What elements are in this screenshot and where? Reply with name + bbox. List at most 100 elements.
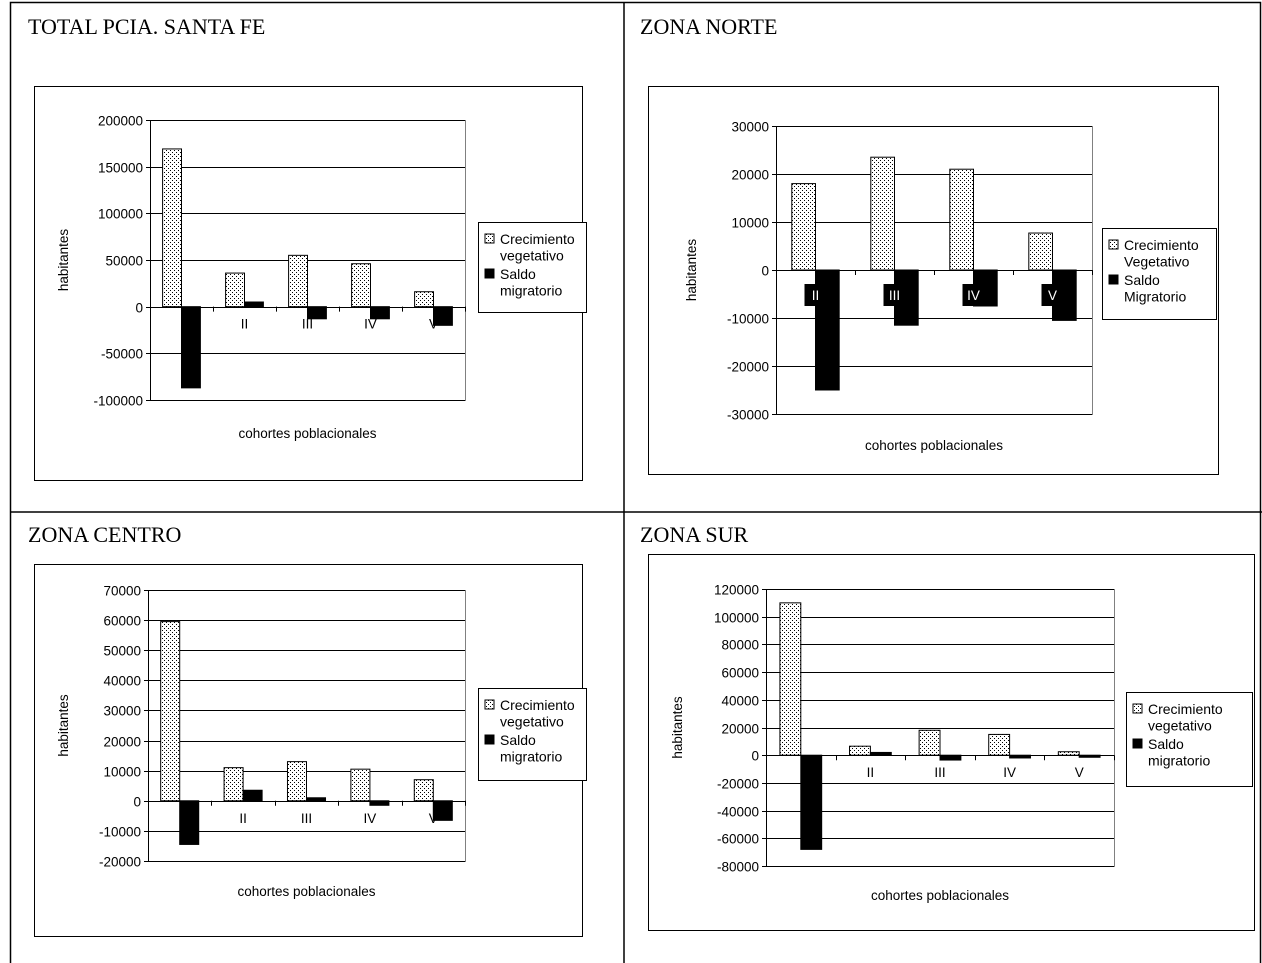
category-label: II xyxy=(239,811,247,826)
bar-crecimiento-vegetativo xyxy=(350,768,371,802)
y-tick-label: -20000 xyxy=(99,855,141,870)
bar-saldo-migratorio xyxy=(181,306,201,389)
y-tick-label: -20000 xyxy=(717,777,759,792)
category-label: III xyxy=(301,811,312,826)
bar-crecimiento-vegetativo xyxy=(988,733,1011,756)
bar-saldo-migratorio xyxy=(242,789,263,802)
bar-saldo-migratorio xyxy=(370,306,390,320)
bar-crecimiento-vegetativo xyxy=(918,729,941,756)
category-label: V xyxy=(1048,288,1057,303)
y-tick-label: -30000 xyxy=(727,408,769,423)
bar-crecimiento-vegetativo xyxy=(870,156,896,271)
bar-crecimiento-vegetativo xyxy=(414,291,435,308)
y-tick-label: 50000 xyxy=(105,254,143,269)
legend-label: migratorio xyxy=(500,749,562,765)
legend-label: Crecimiento xyxy=(500,697,575,713)
y-tick-label: 30000 xyxy=(103,704,141,719)
y-tick-label: 120000 xyxy=(714,583,759,598)
legend-label: Crecimiento xyxy=(1148,701,1223,717)
legend-swatch-crecimiento xyxy=(1132,703,1143,714)
y-tick-label: 50000 xyxy=(103,644,141,659)
bar-crecimiento-vegetativo xyxy=(849,745,871,756)
legend-swatch-saldo xyxy=(484,268,495,279)
y-axis-label: habitantes xyxy=(56,694,71,757)
legend-box xyxy=(478,222,587,313)
legend-label: vegetativo xyxy=(500,248,564,264)
y-tick-label: 150000 xyxy=(98,161,143,176)
y-tick-label: 30000 xyxy=(731,120,769,135)
panel-title: ZONA NORTE xyxy=(640,14,778,39)
x-axis-label: cohortes poblacionales xyxy=(237,884,375,899)
legend-swatch-saldo xyxy=(1108,274,1119,285)
legend-swatch-saldo xyxy=(1132,738,1143,749)
panel-zona-norte: ZONA NORTE 30000 20000 10000 0 -10000 -20000 -… xyxy=(624,0,1262,512)
y-axis-label: habitantes xyxy=(56,229,71,292)
legend-label: migratorio xyxy=(1148,753,1210,769)
y-tick-label: 40000 xyxy=(721,694,759,709)
y-tick-label: -50000 xyxy=(101,347,143,362)
legend-swatch-crecimiento xyxy=(484,233,495,244)
y-tick-label: 0 xyxy=(751,749,759,764)
legend-label: Saldo xyxy=(1124,272,1160,288)
category-label-backdrop xyxy=(1041,284,1064,306)
x-axis-label: cohortes poblacionales xyxy=(865,438,1003,453)
category-label: III xyxy=(934,765,945,780)
y-tick-label: 60000 xyxy=(721,666,759,681)
bar-saldo-migratorio xyxy=(179,800,200,845)
y-tick-label: 10000 xyxy=(731,216,769,231)
category-label: IV xyxy=(364,811,377,826)
category-label: II xyxy=(241,317,249,332)
category-label: IV xyxy=(967,288,980,303)
bar-crecimiento-vegetativo xyxy=(413,779,434,802)
bar-crecimiento-vegetativo xyxy=(1057,751,1080,756)
y-tick-label: -10000 xyxy=(99,825,141,840)
bar-saldo-migratorio xyxy=(869,751,892,756)
y-axis-label: habitantes xyxy=(684,239,699,302)
chart-zona-centro: 70000 60000 50000 40000 30000 20000 10000 0 -100… xyxy=(34,564,587,937)
y-tick-label: -10000 xyxy=(727,312,769,327)
category-label: II xyxy=(812,288,820,303)
y-tick-label: -40000 xyxy=(717,805,759,820)
y-tick-label: 0 xyxy=(133,795,141,810)
y-tick-label: -100000 xyxy=(93,394,143,409)
panel-zona-sur: ZONA SUR 120000 100000 80000 60000 40000 2000… xyxy=(624,512,1262,963)
y-tick-label: 100000 xyxy=(714,611,759,626)
y-tick-label: 200000 xyxy=(98,114,143,129)
category-label: III xyxy=(889,288,900,303)
legend-swatch-crecimiento xyxy=(1108,239,1119,250)
x-axis-label: cohortes poblacionales xyxy=(238,426,376,441)
panel-title: ZONA CENTRO xyxy=(28,522,182,547)
category-label: V xyxy=(1075,765,1084,780)
legend-box xyxy=(478,688,587,781)
bar-crecimiento-vegetativo xyxy=(791,183,817,271)
bar-saldo-migratorio xyxy=(244,301,264,308)
category-label-backdrop xyxy=(962,284,985,306)
legend-swatch-saldo xyxy=(484,734,495,745)
plot-area xyxy=(148,590,466,862)
bar-crecimiento-vegetativo xyxy=(949,168,974,271)
x-axis-label: cohortes poblacionales xyxy=(871,888,1009,903)
category-label: III xyxy=(302,317,313,332)
category-label: II xyxy=(867,765,875,780)
panel-title: ZONA SUR xyxy=(640,522,749,547)
legend-label: Saldo xyxy=(500,732,536,748)
category-label: IV xyxy=(1003,765,1016,780)
y-tick-label: 0 xyxy=(135,301,143,316)
legend-label: Saldo xyxy=(1148,736,1184,752)
bar-saldo-migratorio xyxy=(433,306,453,326)
y-axis-label: habitantes xyxy=(670,696,685,759)
legend-box xyxy=(1126,692,1253,787)
bar-crecimiento-vegetativo xyxy=(225,272,246,308)
y-tick-label: 70000 xyxy=(103,584,141,599)
bar-crecimiento-vegetativo xyxy=(1028,232,1053,271)
legend-label: Vegetativo xyxy=(1124,254,1190,270)
bar-crecimiento-vegetativo xyxy=(779,602,802,756)
legend-label: vegetativo xyxy=(500,714,564,730)
bar-saldo-migratorio xyxy=(307,306,327,320)
legend-label: migratorio xyxy=(500,283,562,299)
legend-label: Migratorio xyxy=(1124,289,1186,305)
legend-label: Crecimiento xyxy=(1124,237,1199,253)
